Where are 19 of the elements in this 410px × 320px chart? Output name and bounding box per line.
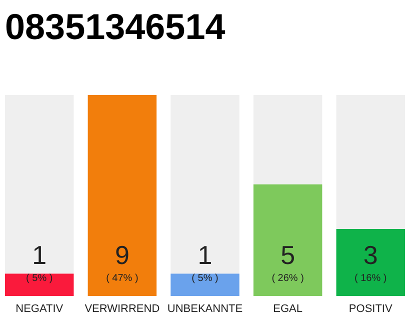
- bar: [5, 274, 74, 296]
- chart-title: 08351346514: [5, 6, 226, 47]
- x-tick-label: VERWIRREND: [84, 303, 160, 315]
- data-label: 9: [114, 240, 130, 270]
- annotation: ( 47% ): [106, 273, 138, 284]
- bar: [170, 274, 240, 296]
- data-label: 1: [32, 240, 47, 270]
- annotation: ( 16% ): [354, 273, 387, 284]
- x-tick-label: NEGATIV: [16, 303, 64, 315]
- annotation: ( 5% ): [192, 273, 218, 284]
- bar: [88, 95, 157, 296]
- annotation: ( 26% ): [272, 273, 304, 284]
- x-tick-label: POSITIV: [348, 303, 393, 315]
- annotation: ( 5% ): [26, 273, 53, 284]
- x-tick-label: EGAL: [273, 303, 302, 315]
- data-label: 3: [363, 240, 378, 270]
- data-label: 5: [280, 240, 296, 270]
- data-label: 1: [198, 240, 212, 270]
- x-tick-label: UNBEKANNTE: [167, 303, 243, 315]
